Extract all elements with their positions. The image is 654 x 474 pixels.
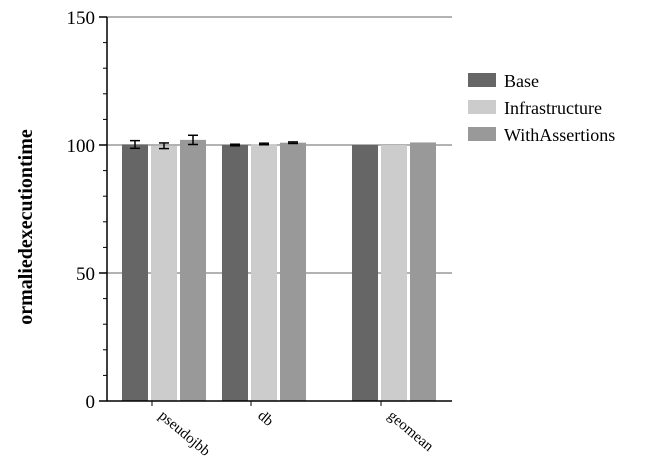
- legend-swatch-Infrastructure: [468, 100, 496, 114]
- y-tick-label-150: 150: [67, 8, 96, 29]
- axes: [99, 16, 452, 406]
- bars: [122, 134, 436, 402]
- bar-pseudojbb-Base: [122, 144, 148, 401]
- y-tick-label-50: 50: [76, 264, 95, 285]
- legend-swatch-Base: [468, 73, 496, 87]
- bar-pseudojbb-Infrastructure: [151, 145, 177, 401]
- legend: Base Infrastructure WithAssertions: [468, 71, 615, 145]
- legend-label-WithAssertions: WithAssertions: [504, 125, 615, 145]
- bar-geomean-WithAssertions: [410, 142, 436, 401]
- y-tick-label-100: 100: [67, 136, 96, 157]
- bar-geomean-Infrastructure: [381, 145, 407, 401]
- bar-db-Base: [222, 145, 248, 401]
- bar-pseudojbb-WithAssertions: [180, 139, 206, 401]
- bar-db-WithAssertions: [280, 142, 306, 402]
- legend-label-Infrastructure: Infrastructure: [504, 98, 602, 118]
- legend-swatch-WithAssertions: [468, 127, 496, 141]
- x-tick-label-pseudojbb: pseudojbb: [155, 408, 213, 460]
- bar-geomean-Base: [352, 145, 378, 401]
- y-tick-label-0: 0: [86, 392, 96, 413]
- y-axis-title: ormaliedexecutiontime: [15, 129, 37, 325]
- x-tick-label-db: db: [254, 408, 276, 430]
- x-tick-label-geomean: geomean: [384, 408, 436, 455]
- bar-db-Infrastructure: [251, 143, 277, 401]
- legend-label-Base: Base: [504, 71, 539, 91]
